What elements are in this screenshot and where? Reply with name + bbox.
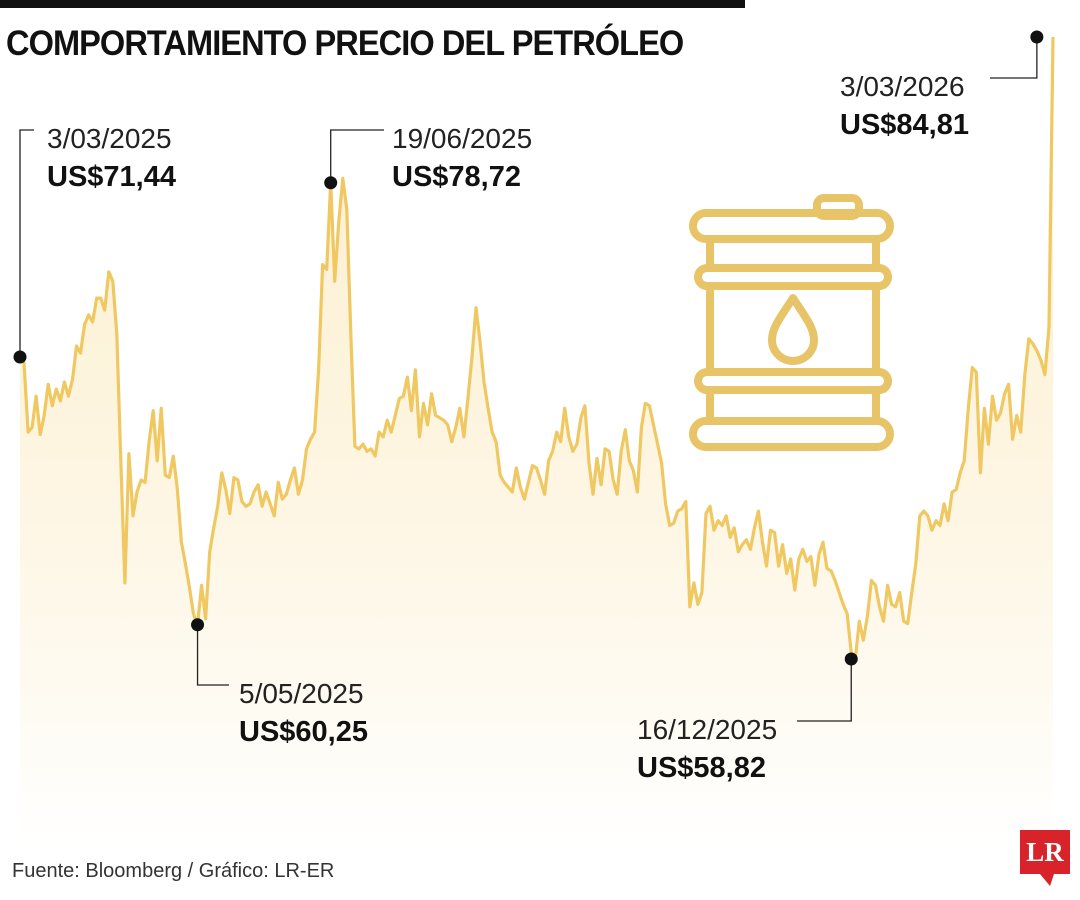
chart-title: COMPORTAMIENTO PRECIO DEL PETRÓLEO [6,24,684,63]
annotation-leader [330,129,384,183]
annotation-leader [797,659,852,722]
annotation-marker [844,652,858,666]
annotation-leader [990,37,1038,79]
source-note: Fuente: Bloomberg / Gráfico: LR-ER [12,860,335,882]
annotation-date: 5/05/2025 [239,678,364,709]
price-area [20,37,1053,845]
annotation-date: 3/03/2026 [840,71,965,102]
oil-barrel-icon [689,194,894,451]
annotation-price: US$58,82 [637,752,766,784]
annotation-date: 16/12/2025 [637,714,777,745]
annotation-date: 3/03/2025 [47,123,172,154]
annotations: 3/03/2025 US$71,44 5/05/2025 US$60,25 19/06/… [13,30,1044,784]
annotation-leader [196,624,229,686]
annotation-marker [13,350,27,364]
annotation-price: US$71,44 [47,161,176,193]
top-rule [0,0,745,8]
lr-logo: LR [1020,830,1070,886]
annotation-price: US$78,72 [392,161,521,193]
annotation-marker [1030,30,1044,44]
annotation-marker [324,176,338,190]
annotation-price: US$60,25 [239,716,368,748]
annotation-marker [191,618,205,632]
annotation-leader [19,129,34,357]
price-line [18,36,1055,661]
annotation-price: US$84,81 [840,109,969,141]
annotation-date: 19/06/2025 [392,123,532,154]
